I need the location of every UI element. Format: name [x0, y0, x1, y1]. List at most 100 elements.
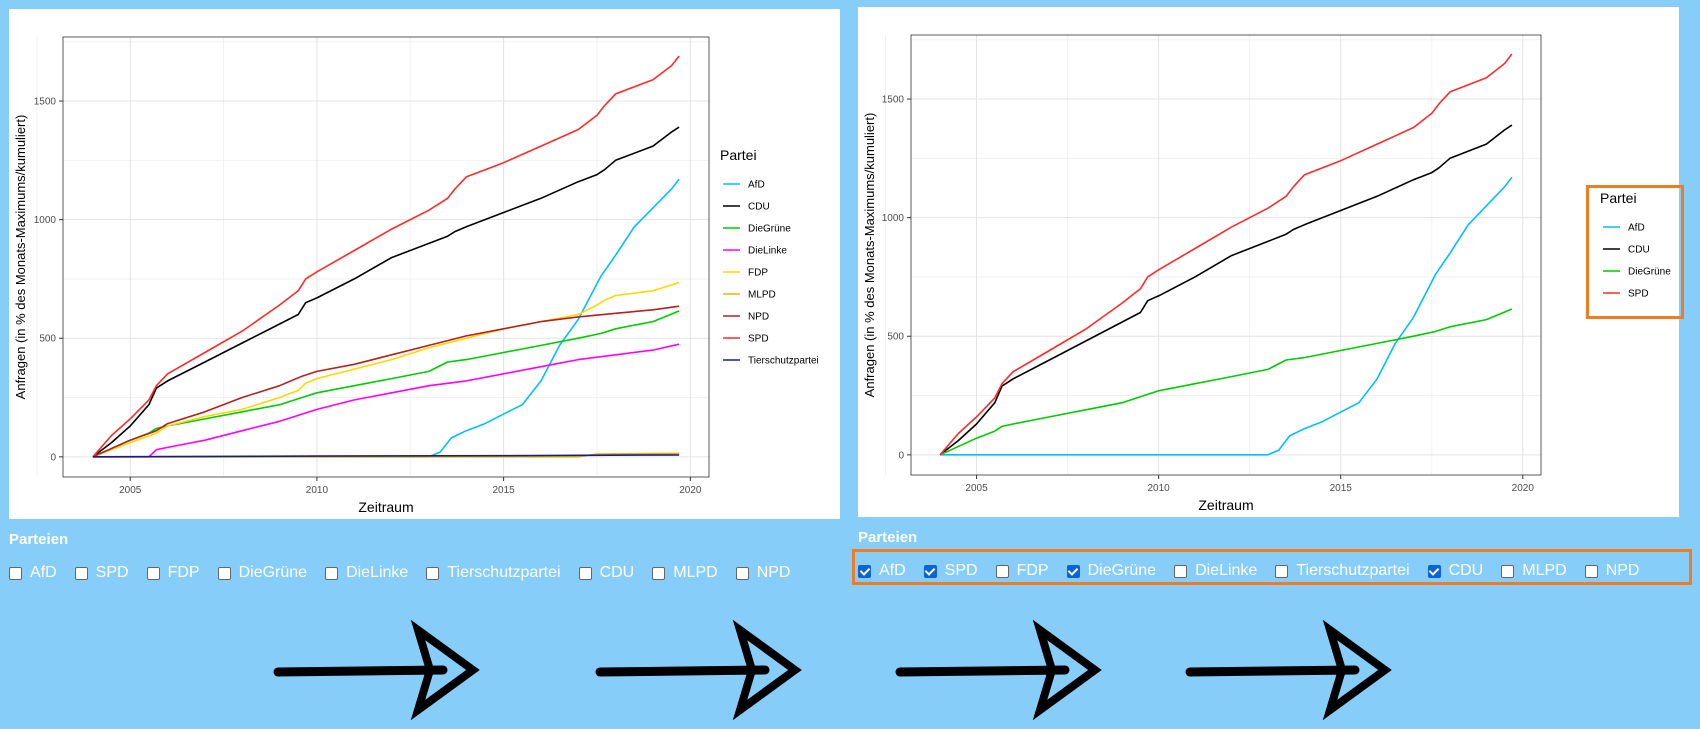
- legend-label: CDU: [1628, 245, 1650, 256]
- y-axis-title: Anfragen (in % des Monats-Maximums/kumul…: [862, 113, 877, 398]
- checkbox-diegruene[interactable]: DieGrüne: [217, 564, 307, 582]
- checkbox-box[interactable]: [217, 566, 231, 580]
- series-line-fdp: [92, 281, 680, 458]
- checkbox-label: SPD: [944, 562, 978, 579]
- right-arrow-icon: [1185, 619, 1392, 721]
- series-line-npd: [92, 305, 680, 458]
- arrow-shaft: [273, 665, 448, 677]
- legend-label: SPD: [748, 334, 769, 345]
- checkbox-tierschutzpartei[interactable]: Tierschutzpartei: [426, 564, 561, 582]
- checkbox-spd[interactable]: SPD: [923, 562, 978, 580]
- checkbox-label: NPD: [756, 564, 791, 581]
- checkbox-box[interactable]: [9, 566, 22, 580]
- plot-border: [62, 36, 710, 478]
- x-tick-label: 2015: [1330, 483, 1353, 494]
- checkbox-label: FDP: [1016, 562, 1049, 579]
- checkbox-box[interactable]: [1427, 564, 1441, 578]
- series-line-cdu: [939, 124, 1513, 456]
- checkbox-npd[interactable]: NPD: [735, 564, 791, 582]
- checkbox-box[interactable]: [1275, 564, 1289, 578]
- checkbox-label: AfD: [879, 562, 906, 579]
- x-axis-title: Zeitraum: [358, 499, 413, 515]
- checkbox-label: MLPD: [1522, 562, 1567, 579]
- checkbox-spd[interactable]: SPD: [74, 564, 129, 582]
- checkbox-dielinke[interactable]: DieLinke: [1174, 562, 1257, 580]
- y-axis-title: Anfragen (in % des Monats-Maximums/kumul…: [13, 115, 28, 400]
- party-filter-panel-right: Parteien AfD SPD FDP DieGrüne DieLinke T…: [858, 528, 1688, 586]
- x-tick-label: 2010: [1148, 483, 1171, 494]
- checkbox-box[interactable]: [1066, 564, 1080, 578]
- right-arrow-icon: [895, 619, 1102, 721]
- checkbox-mlpd[interactable]: MLPD: [1501, 562, 1567, 580]
- checkbox-fdp[interactable]: FDP: [995, 562, 1049, 580]
- checkbox-mlpd[interactable]: MLPD: [652, 564, 718, 582]
- checkbox-diegruene[interactable]: DieGrüne: [1066, 562, 1157, 580]
- checkbox-label: Tierschutzpartei: [447, 564, 561, 581]
- checkbox-npd[interactable]: NPD: [1584, 562, 1640, 580]
- checkbox-box[interactable]: [578, 566, 592, 580]
- legend-label: DieLinke: [748, 246, 787, 257]
- series-line-afd: [940, 176, 1513, 456]
- checkbox-dielinke[interactable]: DieLinke: [325, 564, 408, 582]
- checkbox-label: Tierschutzpartei: [1296, 562, 1410, 579]
- x-axis-title: Zeitraum: [1198, 497, 1253, 513]
- checkbox-label: DieGrüne: [1087, 562, 1157, 579]
- legend-label: FDP: [748, 268, 768, 279]
- checkbox-box[interactable]: [1174, 564, 1188, 578]
- checkbox-cdu[interactable]: CDU: [1427, 562, 1483, 580]
- series-line-diegrüne: [939, 308, 1513, 456]
- checkbox-label: MLPD: [673, 564, 718, 581]
- arrow-shaft: [1185, 665, 1360, 677]
- x-tick-label: 2015: [492, 485, 515, 496]
- checkbox-afd[interactable]: AfD: [9, 564, 57, 582]
- party-filter-panel-left: Parteien AfD SPD FDP DieGrüne DieLinke T…: [9, 530, 839, 588]
- y-tick-label: 500: [39, 334, 56, 345]
- legend-label: AfD: [1628, 223, 1645, 234]
- check-icon: [1428, 564, 1440, 576]
- checkbox-tierschutzpartei[interactable]: Tierschutzpartei: [1275, 562, 1410, 580]
- checkbox-box[interactable]: [74, 566, 88, 580]
- checkbox-box[interactable]: [858, 564, 871, 578]
- checkbox-afd[interactable]: AfD: [858, 562, 906, 580]
- x-tick-label: 2005: [119, 485, 142, 496]
- checkbox-box[interactable]: [995, 564, 1009, 578]
- legend-label: Tierschutzpartei: [748, 356, 819, 367]
- checkbox-box[interactable]: [923, 564, 937, 578]
- checkbox-label: DieLinke: [1195, 562, 1258, 579]
- y-tick-label: 0: [898, 450, 904, 461]
- legend-label: NPD: [748, 312, 769, 323]
- checkbox-label: FDP: [167, 564, 200, 581]
- check-icon: [924, 564, 936, 576]
- checkbox-box[interactable]: [325, 566, 339, 580]
- series-line-tierschutzpartei: [92, 454, 680, 458]
- checkbox-box[interactable]: [652, 566, 666, 580]
- y-tick-label: 500: [887, 332, 904, 343]
- legend-label: DieGrüne: [1628, 267, 1671, 278]
- checkbox-cdu[interactable]: CDU: [578, 564, 634, 582]
- y-tick-label: 1500: [882, 95, 905, 106]
- panel-title: Parteien: [9, 531, 69, 548]
- y-tick-label: 1500: [34, 97, 57, 108]
- checkbox-box[interactable]: [426, 566, 440, 580]
- checkbox-box[interactable]: [146, 566, 160, 580]
- checkbox-box[interactable]: [735, 566, 749, 580]
- line-chart-selected-parties: 2005 2010 2015 2020 0 500 1000 1500 Zeitraum Anfr…: [862, 34, 1671, 513]
- legend-title: Partei: [1600, 190, 1637, 206]
- checkbox-fdp[interactable]: FDP: [146, 564, 200, 582]
- checkbox-box[interactable]: [1501, 564, 1515, 578]
- checkbox-label: NPD: [1605, 562, 1640, 579]
- plot-border: [910, 34, 1542, 476]
- checkbox-box[interactable]: [1584, 564, 1598, 578]
- right-arrow-icon: [273, 619, 480, 721]
- chart-right: 2005 2010 2015 2020 0 500 1000 1500 Zeitraum Anfr…: [858, 7, 1679, 517]
- legend-label: MLPD: [748, 290, 776, 301]
- series-line-afd: [92, 178, 680, 458]
- chart-left: 2005 2010 2015 2020 0 500 1000 1500 Zeitraum Anfr…: [9, 9, 840, 519]
- checkbox-label: SPD: [95, 564, 129, 581]
- line-chart-all-parties: 2005 2010 2015 2020 0 500 1000 1500 Zeitraum Anfr…: [13, 36, 819, 515]
- arrow-shaft: [895, 665, 1070, 677]
- checkbox-label: AfD: [30, 564, 57, 581]
- checkbox-row: AfD SPD FDP DieGrüne DieLinke Tierschutz…: [858, 556, 1688, 586]
- arrow-head: [1322, 619, 1392, 721]
- checkbox-row: AfD SPD FDP DieGrüne DieLinke Tierschutz…: [9, 558, 839, 588]
